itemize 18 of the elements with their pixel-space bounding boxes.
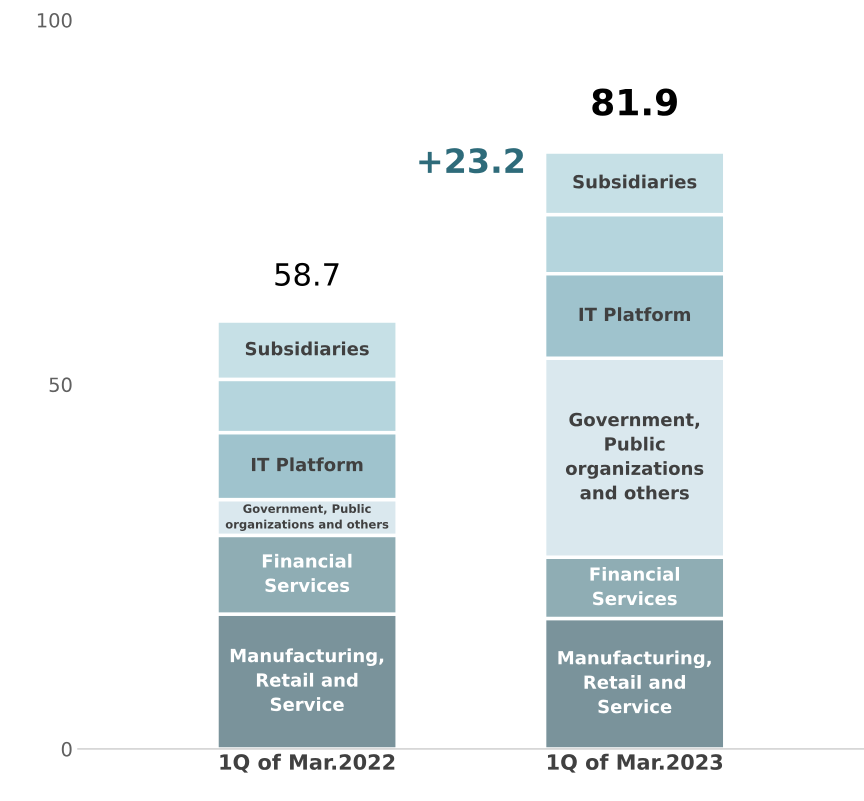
series-label: Financial Services <box>590 566 679 606</box>
text: Financial Services <box>262 554 352 592</box>
series-label: Subsidiaries <box>246 341 369 356</box>
total-label: 81.9 <box>592 88 677 116</box>
text: Manufacturing, Retail and Service <box>230 648 384 712</box>
x-tick-label: 1Q of Mar.2022 <box>220 754 394 773</box>
y-tick-label: 50 <box>50 377 72 392</box>
text: Subsidiaries <box>573 174 696 189</box>
series-label: IT Platform <box>252 457 362 472</box>
total-label: 58.7 <box>275 262 338 286</box>
series-label: Manufacturing, Retail and Service <box>558 650 711 714</box>
x-tick-label: 1Q of Mar.2023 <box>548 754 722 773</box>
y-tick-label: 100 <box>38 12 72 28</box>
annotation: +23.2 <box>419 148 524 174</box>
y-tick-label: 0 <box>62 742 72 757</box>
series-label: Government, Public organizations and others <box>226 504 388 531</box>
text: IT Platform <box>580 307 690 322</box>
text: Government, Public organizations and others <box>566 412 704 500</box>
